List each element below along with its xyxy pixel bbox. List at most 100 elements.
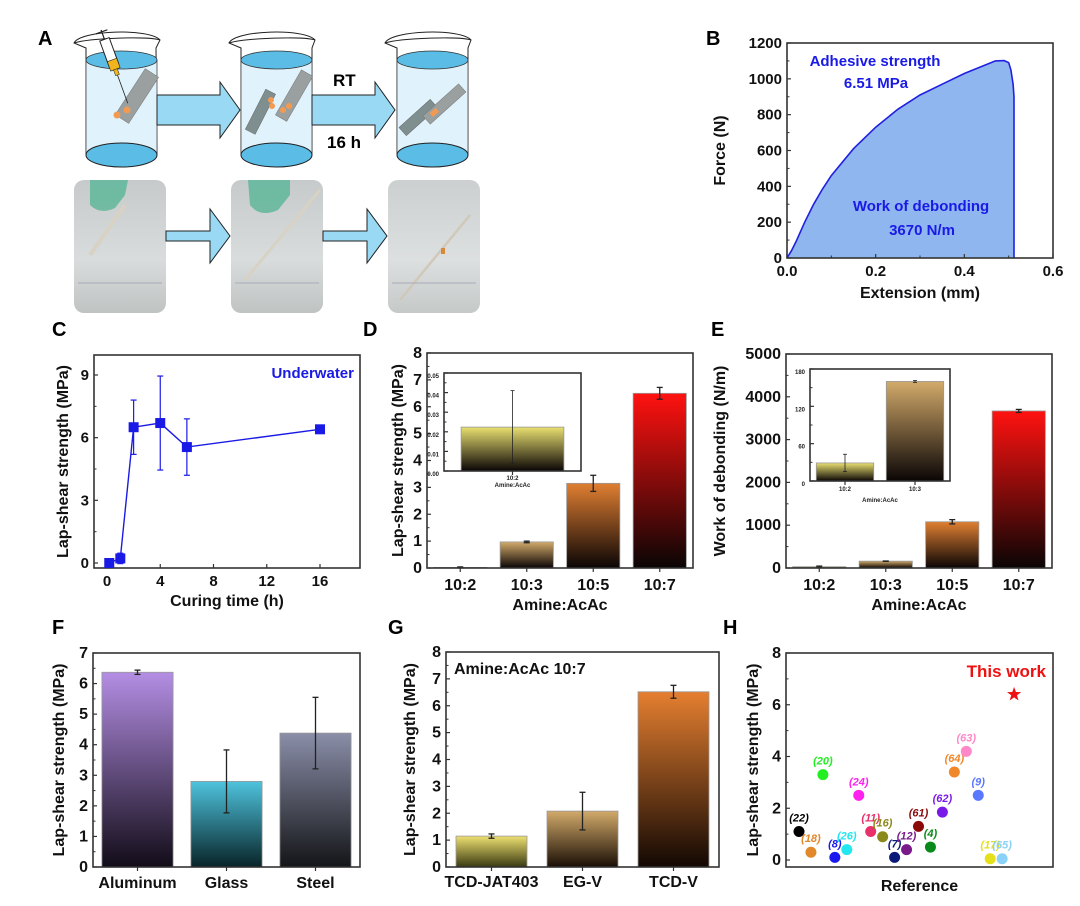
beaker-3 — [384, 31, 472, 168]
y-tick-label: 180 — [795, 370, 806, 376]
x-tick-label: 10:5 — [936, 577, 968, 594]
x-tick-label: 16 — [312, 573, 329, 590]
y-tick-label: 2 — [79, 798, 88, 815]
x-axis-label: Extension (mm) — [860, 285, 980, 302]
y-tick-label: 4000 — [745, 389, 781, 406]
x-tick-label: 12 — [258, 573, 275, 590]
y-tick-label: 600 — [757, 143, 782, 160]
chart-f-substrates: Aluminum Glass Steel 0 1 2 3 4 5 6 7 Lap-shear stre… — [51, 645, 361, 892]
reference-label: (7) — [888, 838, 902, 850]
curve-fill-area — [787, 60, 1014, 258]
panel-label-d: D — [363, 319, 377, 341]
y-tick-label: 4 — [432, 752, 441, 769]
this-work-star-icon — [1007, 686, 1022, 701]
y-tick-label: 0.04 — [427, 394, 439, 400]
panel-label-b: B — [706, 28, 720, 50]
data-point-square — [315, 424, 325, 435]
x-tick-label: Glass — [205, 875, 249, 892]
y-tick-label: 1000 — [749, 71, 782, 88]
annotation-adhesive-strength: Adhesive strength — [810, 53, 941, 70]
y-tick-label: 2 — [772, 800, 781, 817]
reference-label: (63) — [957, 732, 977, 744]
this-work-label: This work — [967, 662, 1047, 681]
y-tick-label: 8 — [413, 345, 422, 362]
inset-e: 10:2 10:3 0 60 120 180 Amine:AcAc — [795, 368, 951, 504]
plot-frame — [93, 354, 361, 569]
y-tick-label: 0 — [413, 560, 422, 577]
y-tick-label: 5000 — [745, 346, 781, 363]
y-tick-label: 6 — [432, 698, 441, 715]
y-tick-label: 8 — [772, 645, 781, 662]
x-tick-label: Steel — [296, 875, 334, 892]
y-tick-label: 3 — [79, 767, 88, 784]
inset-x-label: Amine:AcAc — [862, 498, 898, 504]
bar-tcd-v — [637, 691, 710, 868]
reference-point — [853, 789, 865, 801]
y-tick-label: 0 — [81, 555, 89, 572]
y-tick-label: 5 — [413, 426, 422, 443]
syringe-icon — [95, 29, 129, 104]
inset-x-label: Amine:AcAc — [495, 483, 531, 489]
y-tick-label: 0 — [774, 250, 782, 267]
y-axis-label: Force (N) — [712, 115, 729, 185]
schematic-panel-a: RT 16 h — [73, 29, 480, 313]
reference-point — [841, 844, 853, 856]
x-axis-label: Reference — [881, 878, 958, 895]
panel-label-e: E — [711, 319, 724, 341]
chart-e-work-debonding: 10:2 10:3 10:5 10:7 0 1000 2000 3000 4000 5000 Ami… — [712, 346, 1053, 614]
reference-point — [996, 853, 1008, 865]
x-tick-label: TCD-V — [649, 874, 698, 891]
x-tick-label: 10:3 — [870, 577, 902, 594]
y-tick-label: 9 — [81, 367, 89, 384]
reference-label: (11) — [861, 813, 880, 825]
x-tick-label: 10:7 — [644, 577, 676, 594]
y-tick-label: 0.00 — [427, 472, 439, 478]
reference-label: (20) — [813, 756, 833, 768]
chart-c-curing-time: 0 3 6 9 0 4 8 12 16 Curing time (h) Lap-shear stre… — [55, 354, 361, 610]
data-point-square — [104, 558, 115, 568]
data-point-square — [181, 442, 192, 453]
reference-point — [901, 844, 913, 856]
y-tick-label: 6 — [772, 697, 781, 714]
y-axis-label: Work of debonding (N/m) — [712, 366, 729, 557]
reference-label: (8) — [828, 838, 842, 850]
y-tick-label: 400 — [757, 178, 782, 195]
x-tick-label: 4 — [156, 573, 165, 590]
reference-label: (62) — [933, 793, 953, 805]
data-point-square — [115, 553, 126, 564]
bar-10-3 — [858, 560, 913, 569]
y-axis-label: Lap-shear strength (MPa) — [51, 664, 68, 857]
legend-underwater: Underwater — [271, 365, 354, 382]
bar-10-3 — [499, 541, 554, 569]
chart-title-g: Amine:AcAc 10:7 — [454, 661, 586, 678]
x-tick-label: 0.6 — [1043, 263, 1064, 280]
x-axis-label: Amine:AcAc — [512, 597, 607, 614]
x-tick-label: 10:3 — [511, 577, 543, 594]
panel-label-g: G — [388, 617, 404, 639]
bar-10-3 — [885, 381, 945, 482]
reference-label: (26) — [837, 831, 857, 843]
reference-label: (4) — [924, 828, 938, 840]
y-tick-label: 7 — [79, 645, 88, 662]
data-point-square — [128, 422, 139, 433]
annotation-work-debonding: Work of debonding — [853, 198, 989, 215]
y-tick-label: 0 — [79, 859, 88, 876]
arrow-1-icon — [156, 80, 241, 140]
beaker-2 — [228, 31, 316, 168]
x-tick-label: 10:2 — [444, 577, 476, 594]
y-tick-label: 2000 — [745, 474, 781, 491]
reference-point — [936, 806, 948, 818]
reference-point — [948, 766, 960, 778]
reference-point — [889, 851, 901, 863]
y-tick-label: 6 — [81, 430, 89, 447]
y-axis-label: Lap-shear strength (MPa) — [402, 663, 419, 856]
reference-point — [793, 826, 805, 838]
y-tick-label: 0.05 — [427, 374, 439, 380]
reference-point — [984, 853, 996, 865]
x-tick-label: 10:2 — [839, 487, 852, 493]
reference-label: (9) — [972, 776, 986, 788]
y-tick-label: 6 — [413, 399, 422, 416]
y-tick-label: 2 — [432, 805, 441, 822]
chart-d-lap-shear-ratio: 10:2 10:3 10:5 10:7 0 1 2 3 4 5 6 7 8 Amine:AcAc Lap-s… — [390, 345, 694, 614]
